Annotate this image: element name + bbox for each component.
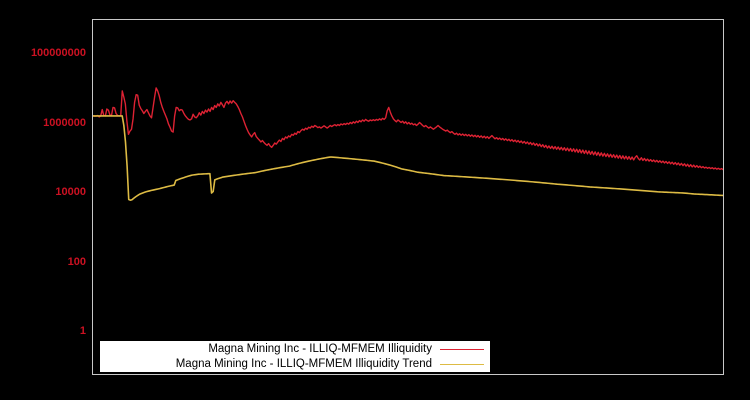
legend-swatch-illiquidity-trend	[440, 363, 484, 365]
y-tick-label: 1000000	[43, 116, 86, 129]
legend-swatch-illiquidity	[440, 348, 484, 350]
series-line-illiquidity	[93, 87, 723, 171]
chart-legend: Magna Mining Inc - ILLIQ-MFMEM Illiquidi…	[100, 341, 490, 372]
legend-label-illiquidity-trend: Magna Mining Inc - ILLIQ-MFMEM Illiquidi…	[175, 357, 432, 370]
y-tick-label: 1	[79, 325, 86, 337]
y-tick-label: 100000000	[30, 47, 86, 59]
legend-entry: Magna Mining Inc - ILLIQ-MFMEM Illiquidi…	[100, 357, 484, 372]
y-tick-label: 100	[67, 255, 86, 268]
legend-label-illiquidity: Magna Mining Inc - ILLIQ-MFMEM Illiquidi…	[208, 342, 432, 355]
y-axis-tick-labels: 100000000 1000000 10000 100 1	[0, 0, 86, 400]
series-line-illiquidity-trend	[93, 115, 723, 201]
y-tick-label: 10000	[55, 186, 86, 198]
plot-area	[92, 19, 724, 375]
series-canvas	[93, 87, 723, 201]
legend-entry: Magna Mining Inc - ILLIQ-MFMEM Illiquidi…	[100, 342, 484, 357]
